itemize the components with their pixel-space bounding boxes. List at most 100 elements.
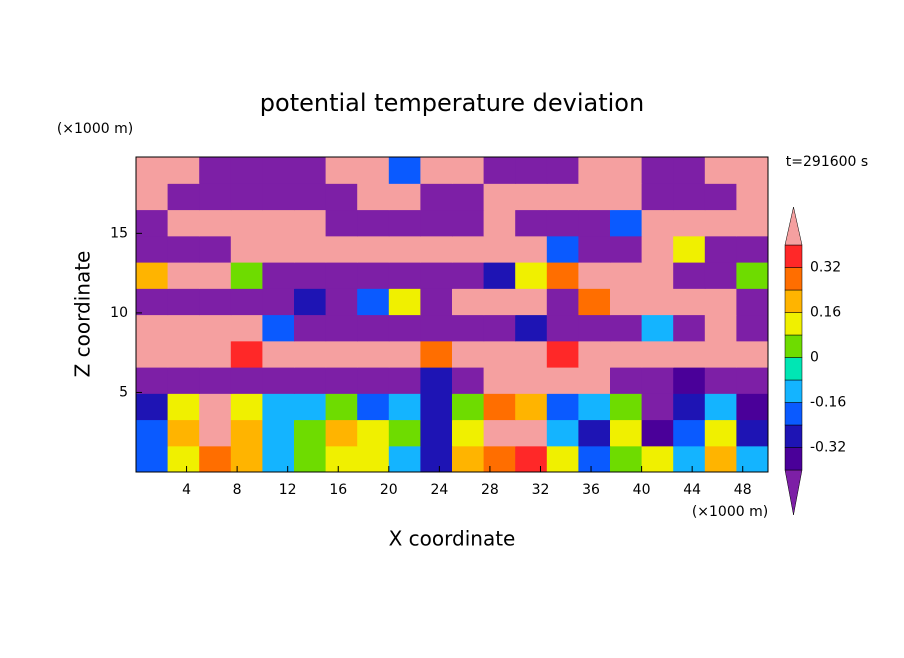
contour-cell: [546, 367, 579, 394]
x-tick-label: 16: [329, 482, 347, 498]
contour-cell: [420, 367, 453, 394]
contour-cell: [230, 288, 263, 316]
contour-cell: [610, 314, 643, 342]
contour-cell: [262, 235, 295, 263]
contour-cell: [483, 314, 516, 342]
contour-cell: [199, 183, 232, 211]
contour-cell: [704, 235, 737, 263]
contour-cell: [199, 367, 232, 394]
contour-cell: [736, 367, 768, 394]
contour-cell: [357, 235, 390, 263]
contour-cell: [483, 419, 516, 447]
x-tick-label: 44: [683, 482, 701, 498]
contour-cell: [262, 419, 295, 447]
contour-cell: [483, 235, 516, 263]
contour-cell: [452, 367, 485, 394]
contour-cell: [199, 419, 232, 447]
contour-cell: [294, 367, 327, 394]
contour-cell: [136, 288, 169, 316]
contour-cell: [230, 209, 263, 237]
contour-cell: [483, 393, 516, 421]
contour-cell: [736, 183, 768, 211]
contour-cell: [673, 419, 706, 447]
x-unit: (×1000 m): [692, 504, 768, 520]
contour-cell: [262, 209, 295, 237]
x-tick-label: 40: [633, 482, 651, 498]
contour-cell: [325, 367, 358, 394]
contour-cell: [610, 419, 643, 447]
contour-cell: [325, 314, 358, 342]
contour-cell: [483, 262, 516, 289]
contour-cell: [388, 209, 421, 237]
contour-cell: [610, 209, 643, 237]
contour-cell: [641, 262, 674, 289]
contour-cell: [420, 157, 453, 184]
contour-cell: [641, 288, 674, 316]
contour-cell: [452, 183, 485, 211]
x-tick-label: 36: [582, 482, 600, 498]
contour-cell: [452, 288, 485, 316]
contour-cell: [357, 367, 390, 394]
contour-cell: [704, 262, 737, 289]
x-tick-label: 12: [279, 482, 297, 498]
contour-cell: [641, 209, 674, 237]
contour-cell: [230, 235, 263, 263]
contour-cell: [357, 340, 390, 368]
contour-cell: [136, 367, 169, 394]
contour-cell: [388, 419, 421, 447]
contour-cell: [294, 445, 327, 472]
contour-cell: [483, 445, 516, 472]
contour-cell: [167, 340, 200, 368]
contour-cell: [420, 262, 453, 289]
contour-cell: [578, 340, 611, 368]
contour-cell: [325, 262, 358, 289]
contour-cell: [230, 419, 263, 447]
contour-cell: [546, 393, 579, 421]
contour-cell: [641, 367, 674, 394]
contour-cell: [546, 262, 579, 289]
contour-cell: [546, 288, 579, 316]
contour-cell: [546, 419, 579, 447]
colorbar-bin: [784, 334, 803, 358]
contour-cell: [641, 183, 674, 211]
contour-cell: [704, 314, 737, 342]
contour-cell: [452, 419, 485, 447]
x-tick-label: 24: [430, 482, 448, 498]
contour-cell: [673, 183, 706, 211]
contour-cell: [136, 262, 169, 289]
contour-cell: [546, 340, 579, 368]
contour-cell: [357, 262, 390, 289]
contour-cell: [230, 445, 263, 472]
colorbar-label: 0.16: [810, 305, 841, 321]
contour-cell: [262, 445, 295, 472]
contour-cell: [483, 209, 516, 237]
contour-cell: [673, 314, 706, 342]
contour-cell: [325, 235, 358, 263]
contour-cell: [578, 393, 611, 421]
contour-cell: [515, 340, 548, 368]
contour-cell: [578, 235, 611, 263]
contour-cell: [199, 235, 232, 263]
contour-cell: [610, 288, 643, 316]
colorbar-bin: [784, 402, 803, 426]
contour-cell: [452, 314, 485, 342]
colorbar-bin: [784, 312, 803, 336]
contour-cell: [167, 367, 200, 394]
contour-cell: [262, 367, 295, 394]
contour-cell: [262, 340, 295, 368]
contour-cell: [483, 340, 516, 368]
contour-cell: [452, 157, 485, 184]
contour-cell: [294, 288, 327, 316]
y-unit: (×1000 m): [57, 121, 133, 137]
contour-cell: [578, 183, 611, 211]
contour-cell: [641, 445, 674, 472]
contour-cell: [515, 288, 548, 316]
contour-cell: [388, 235, 421, 263]
contour-cell: [610, 445, 643, 472]
colorbar-bin: [784, 244, 803, 268]
contour-cell: [704, 393, 737, 421]
y-tick-label: 10: [110, 305, 128, 321]
contour-cell: [578, 445, 611, 472]
contour-cell: [736, 314, 768, 342]
